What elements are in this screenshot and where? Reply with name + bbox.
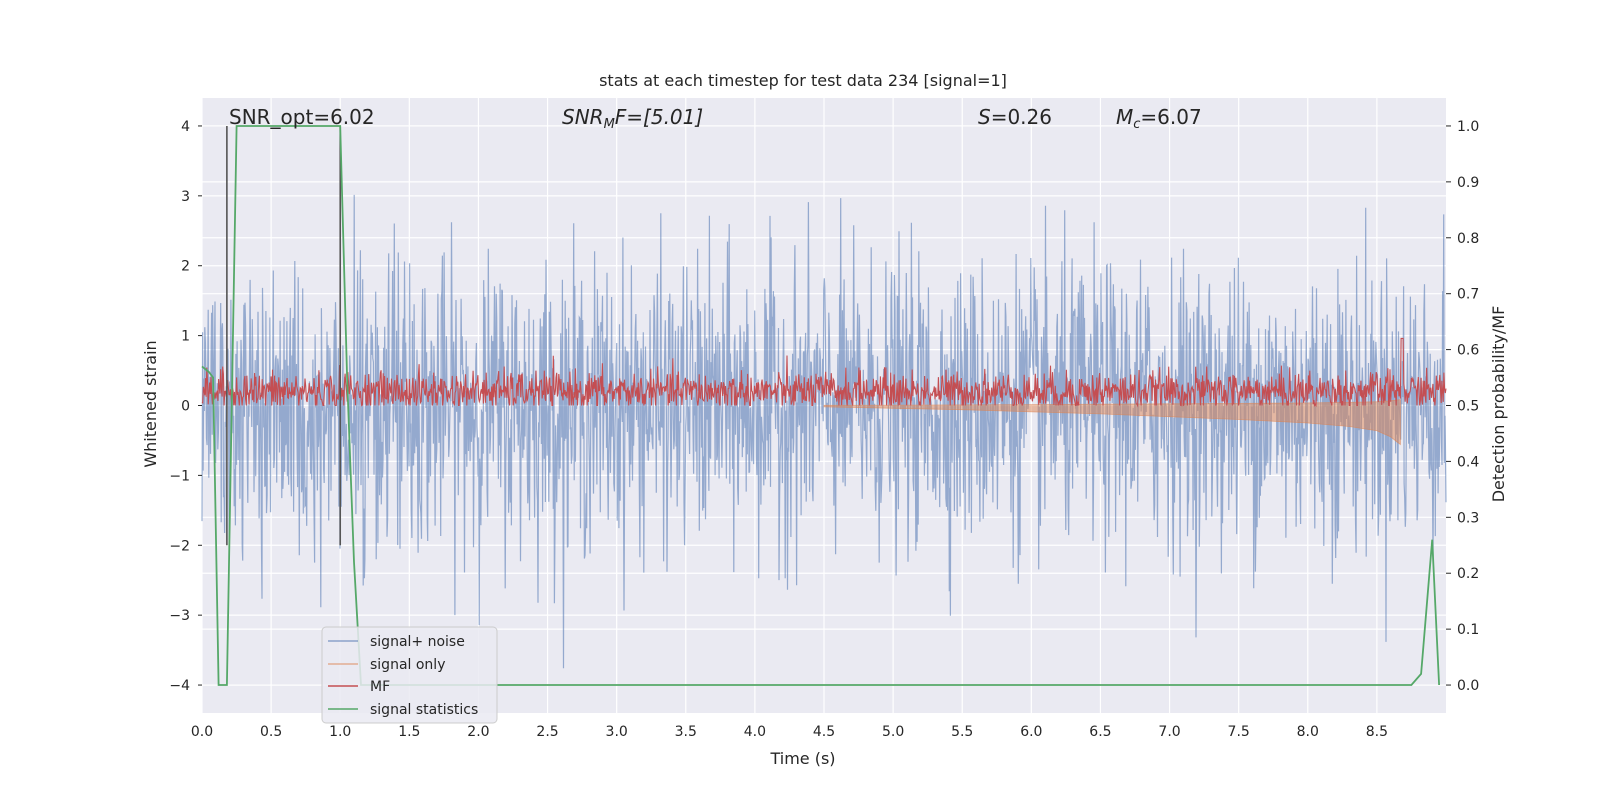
mf-line [201,337,1447,408]
x-tick-label: 2.5 [536,724,558,740]
legend-label-signal-statistics: signal statistics [370,702,478,718]
y2-tick-label: 0.2 [1457,566,1479,582]
y-axis-right-label: Detection probability/MF [1489,306,1508,503]
signal-statistics-series [201,125,1440,686]
y-tick-label: 3 [181,189,190,205]
snr-opt-annotation: SNR_opt=6.02 [229,105,375,129]
signal-only-series [823,399,1401,446]
y2-tick-label: 0.4 [1457,454,1479,470]
x-tick-label: 7.5 [1228,724,1250,740]
s-annotation: S=0.26 [978,105,1052,129]
y-tick-label: 4 [181,119,190,135]
x-tick-label: 8.5 [1366,724,1388,740]
signal-markers [226,125,342,546]
chart-title: stats at each timestep for test data 234… [599,71,1007,90]
signal-noise-line [201,194,1447,669]
snr-mf-annotation: SNRMF=[5.01] [562,105,703,132]
y-tick-label: −2 [169,538,190,554]
y2-tick-label: 0.5 [1457,399,1479,415]
x-tick-label: 6.0 [1020,724,1042,740]
x-tick-label: 3.0 [606,724,628,740]
y2-tick-label: 0.3 [1457,510,1479,526]
legend: signal+ noise signal only MF signal stat… [321,626,498,724]
x-tick-label: 8.0 [1297,724,1319,740]
x-tick-label: 0.0 [191,724,213,740]
y2-tick-label: 0.7 [1457,287,1479,303]
legend-label-mf: MF [370,679,390,695]
y2-tick-label: 0.8 [1457,231,1479,247]
y2-tick-label: 1.0 [1457,119,1479,135]
y-tick-label: 2 [181,259,190,275]
legend-box [321,626,498,724]
x-tick-label: 1.5 [398,724,420,740]
axes: 0.0 0.5 1.0 1.5 2.0 2.5 3.0 3.5 4.0 4.5 5.0 5.5 6.0 6… [169,119,1479,740]
mc-annotation: Mc=6.07 [1116,105,1202,132]
y-tick-label: 0 [181,399,190,415]
x-axis-label: Time (s) [769,749,835,768]
signal-noise-series [201,194,1447,669]
legend-label-signal-noise: signal+ noise [370,634,465,650]
y2-tick-label: 0.6 [1457,343,1479,359]
x-tick-label: 0.5 [260,724,282,740]
x-tick-label: 5.0 [882,724,904,740]
y-tick-label: −4 [169,678,190,694]
y-tick-label: 1 [181,329,190,345]
y2-tick-label: 0.1 [1457,622,1479,638]
y-axis-label: Whitened strain [141,340,160,467]
y2-tick-label: 0.0 [1457,678,1479,694]
x-tick-label: 1.0 [329,724,351,740]
x-tick-label: 4.5 [813,724,835,740]
x-tick-label: 6.5 [1089,724,1111,740]
y-tick-label: −1 [169,468,190,484]
mf-series [201,337,1447,408]
legend-label-signal-only: signal only [370,657,445,673]
y-tick-label: −3 [169,608,190,624]
x-tick-label: 7.0 [1158,724,1180,740]
x-tick-label: 5.5 [951,724,973,740]
x-tick-label: 4.0 [744,724,766,740]
x-tick-label: 3.5 [675,724,697,740]
signal-only-envelope [823,399,1401,446]
x-tick-label: 2.0 [467,724,489,740]
signal-statistics-line [201,125,1440,686]
y2-tick-label: 0.9 [1457,175,1479,191]
